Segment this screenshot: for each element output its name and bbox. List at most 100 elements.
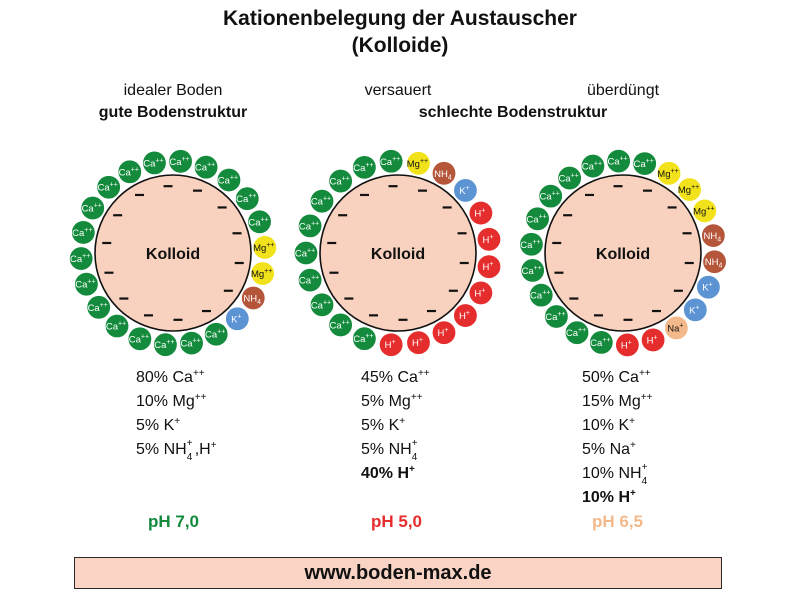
- stat-sup: ++: [417, 368, 430, 379]
- cation-ca: Ca++: [141, 150, 168, 176]
- cation-bubble-label: Ca++: [82, 203, 102, 215]
- stat-sub: 4: [641, 476, 648, 487]
- cation-k: K+: [224, 306, 250, 332]
- cation-ca: Ca++: [152, 332, 179, 358]
- cation-bubble-label: NH4: [705, 257, 723, 270]
- cation-bubble: [695, 274, 722, 300]
- stat-pct: 10%: [582, 465, 615, 482]
- cation-mg: Mg++: [676, 176, 703, 203]
- stat-sup: +: [186, 438, 193, 449]
- state-label: überdüngt: [586, 82, 660, 99]
- ion-index-stack: +4: [642, 462, 650, 487]
- stat-pct: 5%: [361, 393, 385, 410]
- page-title: Kationenbelegung der Austauscher: [223, 7, 577, 30]
- cation-bubble: [614, 332, 640, 358]
- cation-ca: Ca++: [73, 271, 100, 297]
- cation-k: K+: [695, 274, 722, 300]
- cation-ca: Ca++: [104, 313, 130, 339]
- cation-ca: Ca++: [297, 267, 323, 293]
- cation-ca: Ca++: [351, 154, 377, 180]
- cation-stat-row: 5% Mg++: [361, 390, 430, 414]
- cation-ca: Ca++: [68, 245, 94, 272]
- cation-bubble: [328, 168, 354, 194]
- cation-bubble: [524, 206, 551, 232]
- cation-bubble: [640, 327, 666, 353]
- cation-ca: Ca++: [538, 183, 564, 209]
- cation-bubble: [73, 271, 100, 297]
- cation-bubble-label: Mg++: [678, 184, 699, 196]
- cation-ca: Ca++: [564, 320, 590, 346]
- stat-ion: Ca: [618, 369, 639, 386]
- stat-pct: 80%: [136, 369, 169, 386]
- cation-bubble: [682, 297, 708, 323]
- cation-bubble-label: Ca++: [119, 166, 139, 178]
- stat-sup: +: [409, 464, 415, 475]
- cation-bubble-label: H+: [474, 287, 485, 299]
- cation-bubble: [80, 195, 106, 221]
- cation-bubble-label: Ca++: [526, 213, 546, 225]
- stat-sub: 4: [411, 452, 418, 463]
- cation-bubble-label: H+: [474, 208, 485, 220]
- cation-h: H+: [431, 320, 457, 346]
- cation-bubble-label: K+: [231, 313, 241, 325]
- colloid-core-label: Kolloid: [371, 246, 425, 263]
- cation-stats-ideal: 80% Ca++ 10% Mg++ 5% K+ 5% NH +4 ,H+: [136, 366, 217, 464]
- cation-bubble: [588, 329, 614, 356]
- cation-ca: Ca++: [328, 312, 354, 338]
- cation-bubble: [167, 148, 194, 174]
- cation-h: H+: [452, 302, 479, 329]
- stat-pct: 5%: [361, 441, 385, 458]
- cation-bubble-label: H+: [438, 327, 449, 339]
- cation-bubble: [351, 326, 377, 352]
- cation-stat-row: 5% Na+: [582, 438, 652, 462]
- cation-bubble: [468, 200, 494, 226]
- cation-bubble-label: H+: [621, 339, 632, 351]
- cation-nh4: NH4: [700, 222, 726, 249]
- stat-ion: K: [388, 417, 400, 434]
- colloid-core: [319, 174, 477, 332]
- cation-stat-row: 5% NH +4: [361, 438, 430, 463]
- cation-bubble: [452, 177, 479, 204]
- cation-stat-row: 5% NH +4 ,H+: [136, 438, 217, 463]
- colloid-svg: KolloidMg++Mg++Mg++NH4NH4K+K+Na+H+H+Ca++…: [518, 148, 728, 358]
- cation-bubble-label: H+: [482, 234, 493, 246]
- cation-h: H+: [468, 200, 494, 226]
- cation-bubble-label: Ca++: [582, 161, 602, 173]
- colloid-svg: Kolloid NH4 K+ H+ H+ H+ H+ H+ H+ H+ H+ Ca++ Ca++ Ca++…: [293, 148, 502, 358]
- cation-ca: Ca++: [216, 167, 242, 193]
- cation-stat-row: 80% Ca++: [136, 366, 217, 390]
- cation-bubble: [557, 165, 583, 191]
- colloid-diagram-ideal: Kolloid Ca++ Ca++ Ca++ Ca++ Ca++ Ca++ Ca++ Mg++ M…: [63, 143, 283, 363]
- cation-ca: Ca++: [293, 240, 319, 266]
- cation-bubble-label: H+: [482, 261, 493, 273]
- cation-bubble: [297, 213, 323, 239]
- cation-ca: Ca++: [632, 150, 658, 177]
- stat-ion: H: [397, 465, 410, 482]
- column-acidified-header: versauert: [278, 80, 518, 102]
- cation-mg: Mg++: [250, 260, 276, 287]
- stat-sup: +: [411, 438, 418, 449]
- cation-bubble: [431, 160, 457, 186]
- cation-bubble-label: Ca++: [299, 220, 319, 232]
- cation-ca: Ca++: [178, 330, 205, 356]
- cation-ca: Ca++: [203, 321, 229, 347]
- cation-stats-overfertilized: 50% Ca++ 15% Mg++ 10% K+ 5% Na+ 10% NH +4 10% …: [582, 366, 652, 510]
- cation-ca: Ca++: [520, 257, 546, 284]
- cation-ca: Ca++: [297, 213, 323, 239]
- cation-bubble: [606, 148, 632, 174]
- stat-sup2: +: [210, 440, 217, 451]
- stat-pct: 5%: [136, 417, 160, 434]
- cation-bubble: [692, 198, 718, 224]
- cation-bubble-label: Ca++: [566, 327, 586, 339]
- cation-bubble-label: Ca++: [129, 333, 149, 345]
- cation-bubble-label: Ca++: [248, 216, 268, 228]
- cation-ca: Ca++: [167, 148, 194, 174]
- cation-bubble-label: Ca++: [311, 196, 331, 208]
- cation-bubble-label: Mg++: [407, 158, 428, 170]
- cation-bubble-label: Ca++: [295, 248, 315, 260]
- cation-bubble: [378, 148, 404, 174]
- cation-ca: Ca++: [80, 195, 106, 221]
- stat-ion: H: [618, 489, 631, 506]
- cation-stat-row: 5% K+: [136, 414, 217, 438]
